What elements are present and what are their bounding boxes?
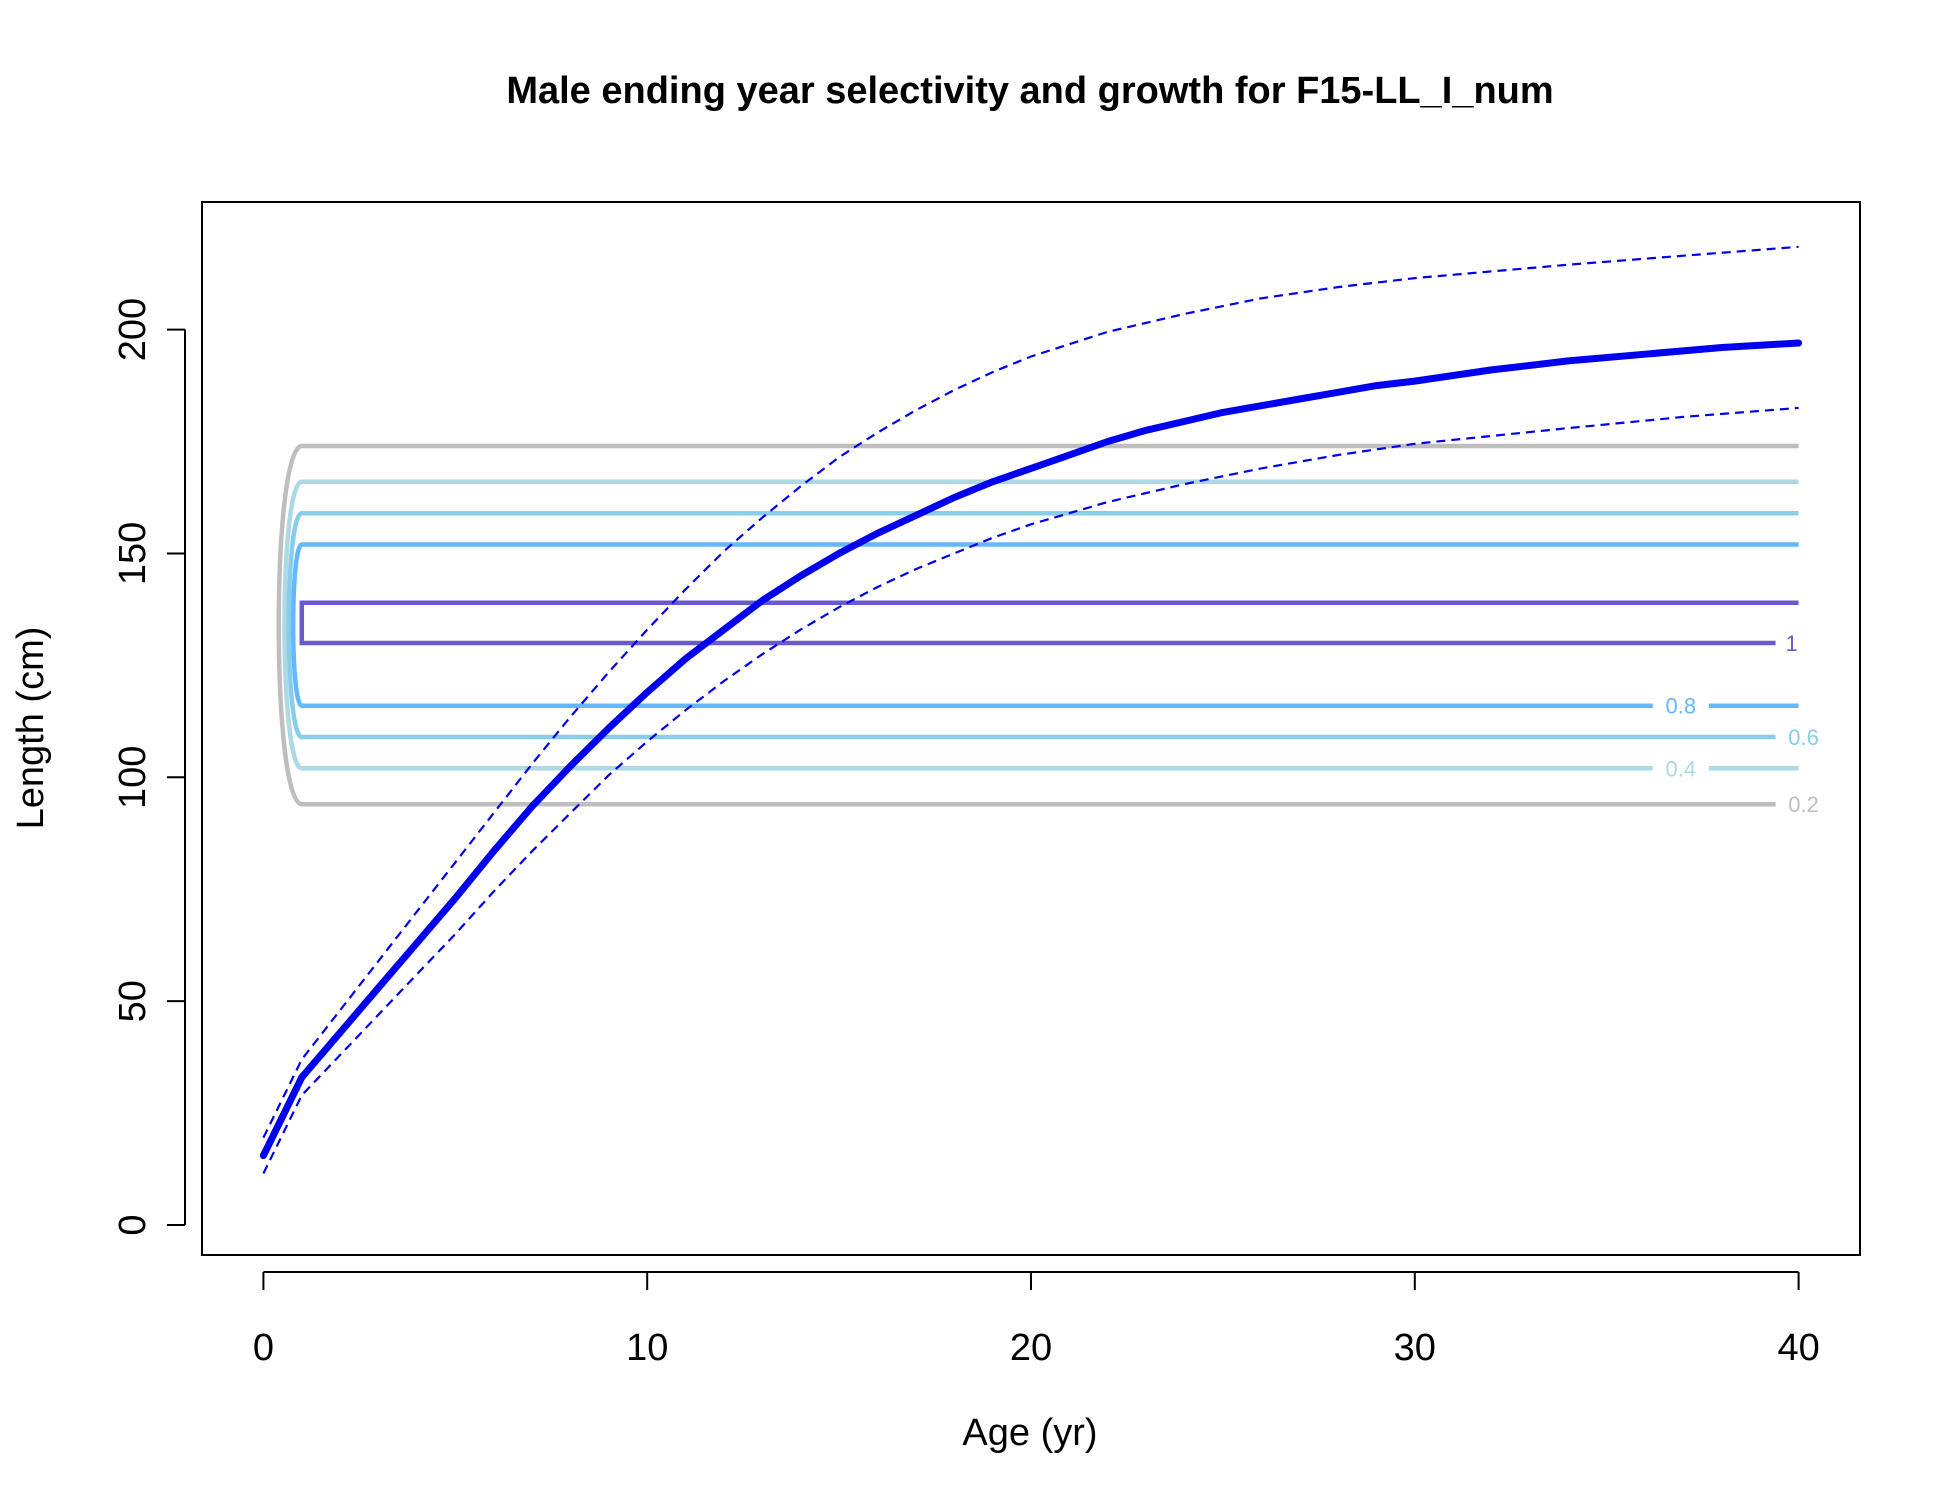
contour-label-0.2: 0.2 (1788, 792, 1819, 817)
contour-label-0.6: 0.6 (1788, 725, 1819, 750)
contour-label-0.8: 0.8 (1666, 694, 1697, 719)
y-tick-label-150: 150 (112, 522, 154, 585)
selectivity-contours (276, 443, 1799, 807)
y-tick-label-0: 0 (112, 1214, 154, 1235)
selectivity-contour-0.2 (276, 443, 1799, 807)
contour-labels: 0.2 0.4 0.6 0.8 1 (1666, 631, 1819, 817)
selectivity-contour-0.4 (282, 479, 1799, 771)
x-axis-title: Age (yr) (962, 1412, 1097, 1454)
x-axis: 0 10 20 30 40 (253, 1271, 1820, 1369)
y-tick-label-200: 200 (112, 298, 154, 361)
selectivity-contour-1 (299, 600, 1799, 646)
x-tick-label-40: 40 (1777, 1327, 1819, 1369)
plot-frame (201, 201, 1861, 1256)
growth-upper-interval-line (262, 245, 1799, 1139)
chart-title: Male ending year selectivity and growth … (506, 70, 1553, 112)
selectivity-contour-0.6 (286, 510, 1799, 740)
y-axis: 0 50 100 150 200 (112, 298, 186, 1236)
y-axis-title: Length (cm) (10, 627, 52, 830)
y-tick-label-100: 100 (112, 746, 154, 809)
y-tick-label-50: 50 (112, 980, 154, 1022)
contour-label-0.4: 0.4 (1666, 756, 1697, 781)
selectivity-contour-0.8 (290, 542, 1799, 708)
x-tick-label-30: 30 (1394, 1327, 1436, 1369)
growth-lower-interval-line (262, 406, 1799, 1174)
growth-mean-line (259, 339, 1803, 1160)
x-tick-label-10: 10 (626, 1327, 668, 1369)
x-tick-label-0: 0 (253, 1327, 274, 1369)
contour-label-1: 1 (1785, 631, 1797, 656)
x-tick-label-20: 20 (1010, 1327, 1052, 1369)
growth-curves (259, 245, 1803, 1174)
